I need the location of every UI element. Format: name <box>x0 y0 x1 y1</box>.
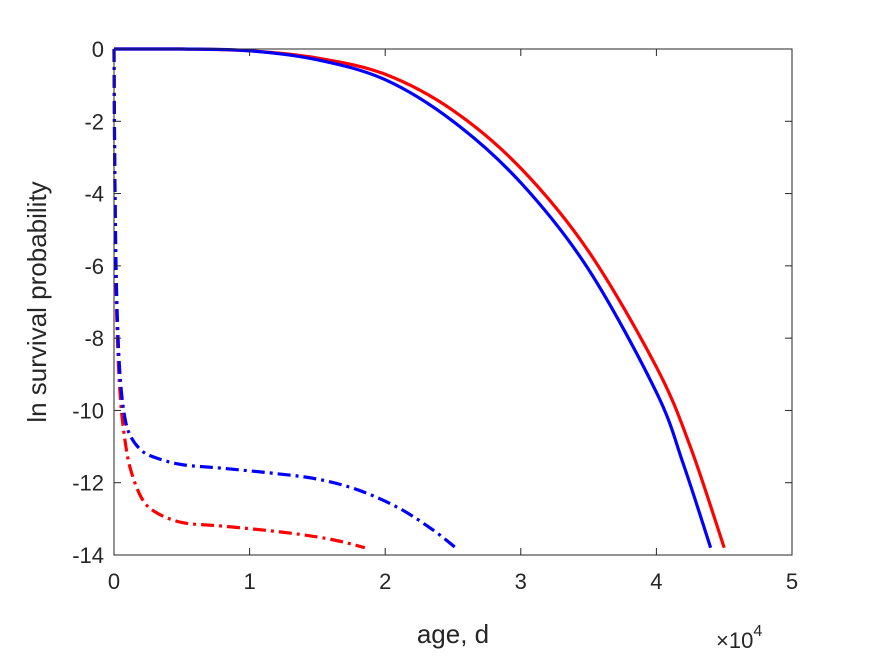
axes-box <box>113 48 793 556</box>
y-tick-label: -10 <box>72 398 104 423</box>
y-tick-label: -12 <box>72 471 104 496</box>
tick-layer: 0 1 2 3 4 5 0 -2 -4 -6 -8 -10 -12 -14 <box>72 37 798 594</box>
x-tick-label: 4 <box>650 569 662 594</box>
series-line-2 <box>114 47 713 549</box>
y-axis-label: ln survival probability <box>22 181 52 422</box>
series-layer <box>112 47 726 550</box>
x-tick-label: 2 <box>379 569 391 594</box>
y-tick-label: -6 <box>84 254 104 279</box>
x-axis-label: age, d <box>417 619 489 649</box>
y-tick-label: -2 <box>84 109 104 134</box>
x-tick-label: 1 <box>243 569 255 594</box>
plot-area <box>114 49 792 555</box>
series-line-4 <box>112 48 457 550</box>
x-axis-multiplier: ×104 <box>716 623 762 653</box>
x-tick-label: 0 <box>108 569 120 594</box>
y-tick-label: 0 <box>92 37 104 62</box>
x-multiplier-prefix: ×10 <box>716 628 753 653</box>
y-tick-label: -8 <box>84 326 104 351</box>
x-tick-label: 5 <box>786 569 798 594</box>
x-multiplier-exponent: 4 <box>753 623 762 640</box>
y-tick-label: -4 <box>84 182 104 207</box>
y-tick-label: -14 <box>72 543 104 568</box>
x-tick-label: 3 <box>515 569 527 594</box>
